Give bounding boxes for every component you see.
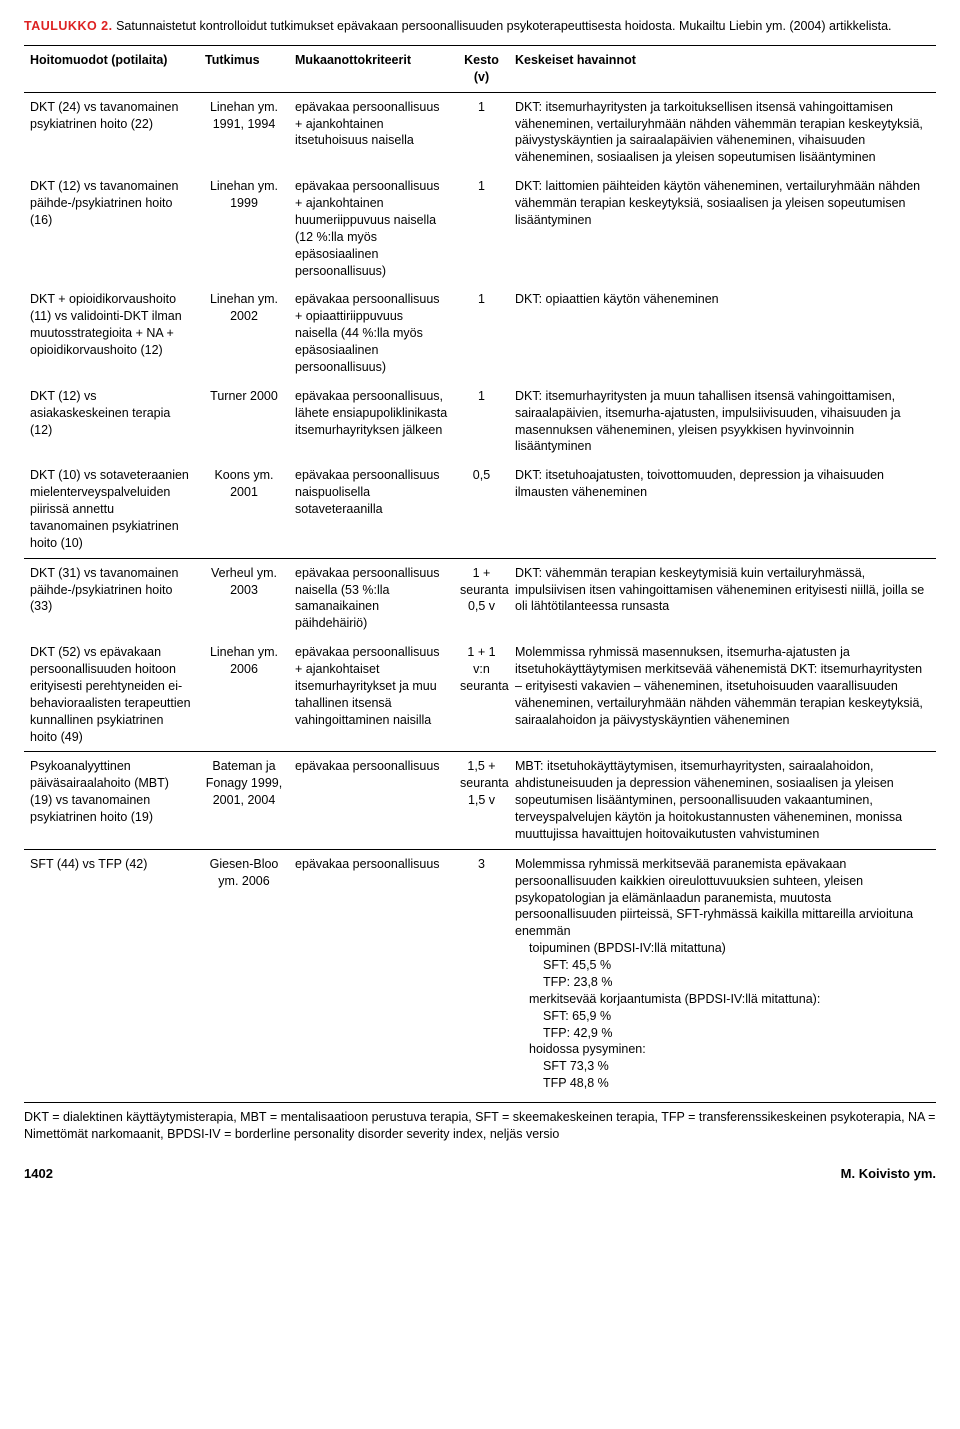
cell: DKT (31) vs tavanomainen päihde-/psykiat…	[24, 558, 199, 638]
cell: DKT (52) vs epävakaan persoonallisuuden …	[24, 638, 199, 752]
cell: DKT: opiaattien käytön väheneminen	[509, 285, 936, 381]
cell: epävakaa persoonallisuus	[289, 849, 454, 1098]
page-number: 1402	[24, 1165, 53, 1183]
cell: Linehan ym. 1991, 1994	[199, 92, 289, 172]
cell: DKT: itsemurhayritysten ja muun tahallis…	[509, 382, 936, 462]
cell: DKT: itsemurhayritysten ja tarkoituksell…	[509, 92, 936, 172]
table-row: DKT (12) vs tavanomainen päihde-/psykiat…	[24, 172, 936, 285]
cell: MBT: itsetuhokäyttäytymisen, itsemurhayr…	[509, 752, 936, 849]
cell: DKT (10) vs sotaveteraanien mielentervey…	[24, 461, 199, 558]
cell: epävakaa persoonallisuus	[289, 752, 454, 849]
cell: Giesen-Bloo ym. 2006	[199, 849, 289, 1098]
cell: Verheul ym. 2003	[199, 558, 289, 638]
table-row: DKT (52) vs epävakaan persoonallisuuden …	[24, 638, 936, 752]
th-kesto: Kesto (v)	[454, 45, 509, 92]
cell: epävakaa persoonallisuus + opiaattiriipp…	[289, 285, 454, 381]
caption-label: TAULUKKO 2.	[24, 19, 113, 33]
page-footer: 1402 M. Koivisto ym.	[24, 1165, 936, 1183]
cell: 1 + 1 v:n seuranta	[454, 638, 509, 752]
cell: DKT: laittomien päihteiden käytön vähene…	[509, 172, 936, 285]
cell: epävakaa persoonallisuus + ajankohtainen…	[289, 172, 454, 285]
caption-text: Satunnaistetut kontrolloidut tutkimukset…	[116, 19, 891, 33]
th-kriteerit: Mukaanottokriteerit	[289, 45, 454, 92]
table-row: DKT (10) vs sotaveteraanien mielentervey…	[24, 461, 936, 558]
table-footnote: DKT = dialektinen käyttäytymisterapia, M…	[24, 1102, 936, 1143]
cell: DKT (24) vs tavanomainen psykiatrinen ho…	[24, 92, 199, 172]
cell: 1	[454, 285, 509, 381]
th-tutkimus: Tutkimus	[199, 45, 289, 92]
table-row: Psykoanalyyttinen päiväsairaalahoito (MB…	[24, 752, 936, 849]
cell: 1	[454, 172, 509, 285]
cell: DKT: itsetuhoajatusten, toivottomuuden, …	[509, 461, 936, 558]
cell: SFT (44) vs TFP (42)	[24, 849, 199, 1098]
cell: DKT: vähemmän terapian keskeytymisiä kui…	[509, 558, 936, 638]
cell: epävakaa persoonallisuus + ajankohtainen…	[289, 92, 454, 172]
cell: 1	[454, 92, 509, 172]
study-table: Hoitomuodot (potilaita) Tutkimus Mukaano…	[24, 45, 936, 1098]
cell: Linehan ym. 2006	[199, 638, 289, 752]
cell: Molemmissa ryhmissä masennuksen, itsemur…	[509, 638, 936, 752]
cell: DKT (12) vs tavanomainen päihde-/psykiat…	[24, 172, 199, 285]
th-hoito: Hoitomuodot (potilaita)	[24, 45, 199, 92]
cell: epävakaa persoonallisuus + ajankohtaiset…	[289, 638, 454, 752]
cell: Linehan ym. 2002	[199, 285, 289, 381]
table-caption: TAULUKKO 2. Satunnaistetut kontrolloidut…	[24, 18, 936, 35]
table-row: DKT (12) vs asiakaskeskeinen terapia (12…	[24, 382, 936, 462]
cell: Turner 2000	[199, 382, 289, 462]
cell: Linehan ym. 1999	[199, 172, 289, 285]
cell: Molemmissa ryhmissä merkitsevää paranemi…	[509, 849, 936, 1098]
cell: Psykoanalyyttinen päiväsairaalahoito (MB…	[24, 752, 199, 849]
cell: Bateman ja Fonagy 1999, 2001, 2004	[199, 752, 289, 849]
cell: 3	[454, 849, 509, 1098]
cell: 0,5	[454, 461, 509, 558]
cell: 1	[454, 382, 509, 462]
th-havainnot: Keskeiset havainnot	[509, 45, 936, 92]
table-row: SFT (44) vs TFP (42)Giesen-Bloo ym. 2006…	[24, 849, 936, 1098]
table-row: DKT + opioidikorvaushoito (11) vs valido…	[24, 285, 936, 381]
cell: epävakaa persoonallisuus, lähete ensiapu…	[289, 382, 454, 462]
cell: Koons ym. 2001	[199, 461, 289, 558]
cell: 1 + seuranta 0,5 v	[454, 558, 509, 638]
table-row: DKT (24) vs tavanomainen psykiatrinen ho…	[24, 92, 936, 172]
cell: epävakaa persoonallisuus naispuolisella …	[289, 461, 454, 558]
cell: DKT + opioidikorvaushoito (11) vs valido…	[24, 285, 199, 381]
footer-author: M. Koivisto ym.	[841, 1165, 936, 1183]
cell: 1,5 + seuranta 1,5 v	[454, 752, 509, 849]
cell: DKT (12) vs asiakaskeskeinen terapia (12…	[24, 382, 199, 462]
header-row: Hoitomuodot (potilaita) Tutkimus Mukaano…	[24, 45, 936, 92]
cell: epävakaa persoonallisuus naisella (53 %:…	[289, 558, 454, 638]
table-row: DKT (31) vs tavanomainen päihde-/psykiat…	[24, 558, 936, 638]
